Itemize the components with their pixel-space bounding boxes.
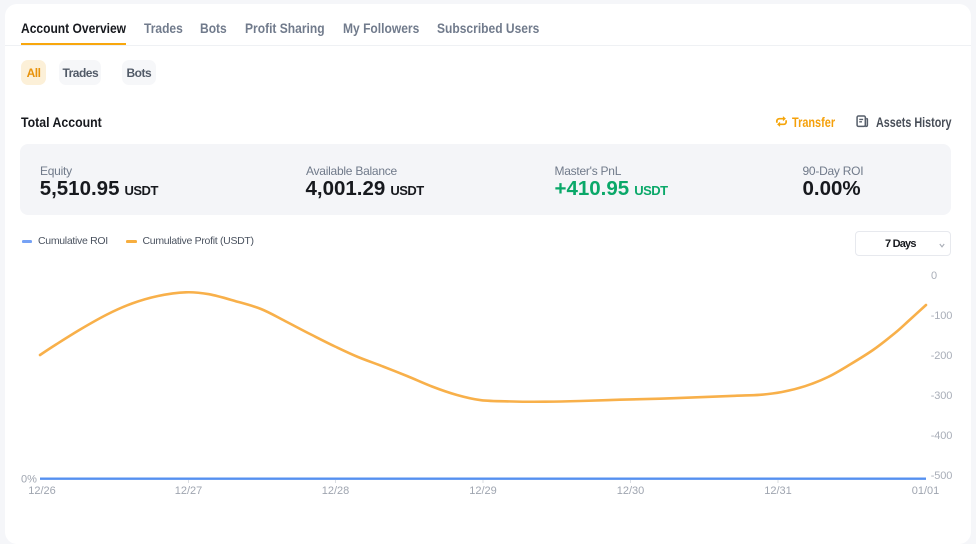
svg-text:-500: -500 [931, 470, 953, 482]
svg-text:0%: 0% [21, 474, 37, 486]
svg-text:12/26: 12/26 [28, 485, 56, 497]
svg-text:12/27: 12/27 [175, 485, 203, 497]
svg-text:12/29: 12/29 [469, 485, 497, 497]
svg-text:01/01: 01/01 [912, 485, 940, 497]
svg-text:-200: -200 [931, 350, 953, 362]
svg-text:12/30: 12/30 [617, 485, 645, 497]
svg-text:12/31: 12/31 [764, 485, 792, 497]
svg-text:12/28: 12/28 [322, 485, 350, 497]
svg-text:0: 0 [931, 270, 937, 282]
svg-text:-300: -300 [931, 390, 953, 402]
svg-text:-400: -400 [931, 430, 953, 442]
svg-text:-100: -100 [931, 310, 953, 322]
